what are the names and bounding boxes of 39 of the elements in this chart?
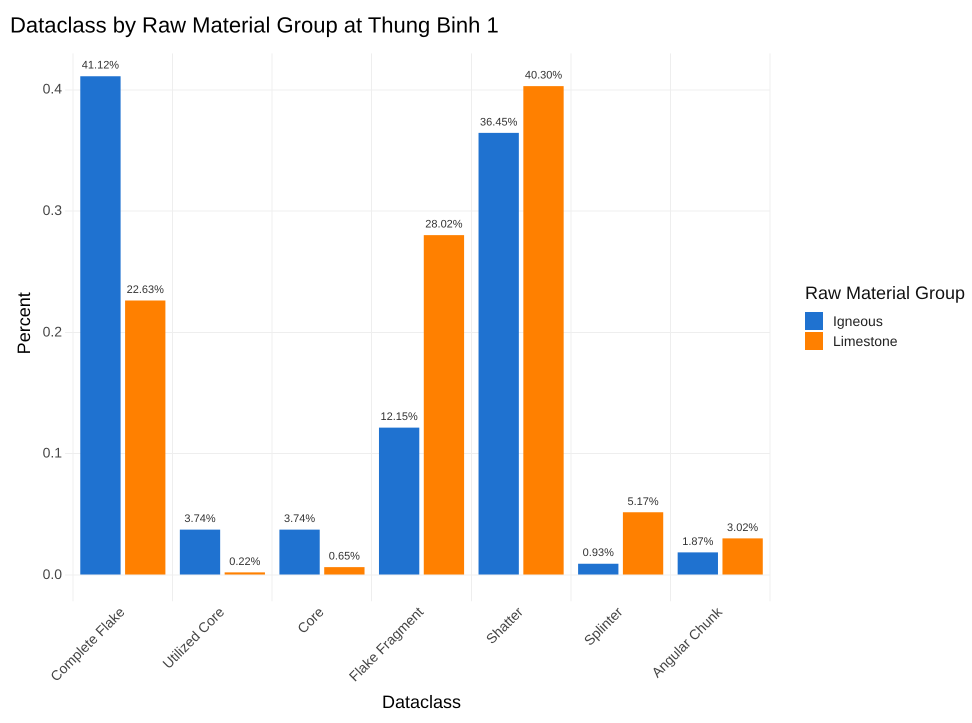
data-label: 40.30%	[524, 70, 562, 82]
data-label: 0.65%	[328, 550, 360, 563]
y-tick-label: 0.1	[42, 444, 62, 461]
bar	[80, 76, 121, 574]
bar	[180, 530, 220, 574]
data-label: 0.22%	[229, 556, 261, 568]
x-axis-title: Dataclass	[382, 692, 462, 712]
data-label: 5.17%	[627, 496, 659, 508]
data-label: 1.87%	[682, 536, 714, 548]
data-label: 41.12%	[82, 60, 120, 72]
data-label: 3.02%	[727, 522, 758, 534]
data-label: 36.45%	[480, 116, 518, 128]
bar	[678, 552, 718, 574]
chart-title: Dataclass by Raw Material Group at Thung Binh 1	[10, 12, 499, 38]
data-label: 3.74%	[184, 513, 216, 526]
y-tick-label: 0.0	[42, 566, 62, 582]
bar	[424, 235, 464, 574]
y-tick-label: 0.2	[42, 323, 62, 340]
bar	[324, 567, 365, 574]
legend-label: Igneous	[833, 313, 883, 329]
bar	[523, 86, 564, 574]
legend-title: Raw Material Group	[805, 283, 966, 304]
bar	[478, 132, 519, 574]
y-tick-label: 0.4	[42, 80, 62, 97]
bar	[125, 300, 166, 574]
bar	[722, 538, 763, 574]
data-label: 0.93%	[582, 547, 614, 560]
bar	[622, 512, 664, 574]
x-tick-label: Core	[294, 604, 327, 636]
data-label: 28.02%	[425, 218, 463, 231]
data-label: 12.15%	[380, 411, 418, 424]
bar	[279, 530, 320, 574]
data-label: 3.74%	[284, 513, 316, 526]
y-axis-title: Percent	[14, 292, 34, 354]
legend-label: Limestone	[833, 333, 898, 349]
data-label: 22.63%	[126, 284, 164, 296]
y-tick-label: 0.3	[42, 202, 62, 218]
bar	[378, 428, 420, 574]
bar	[578, 564, 618, 574]
